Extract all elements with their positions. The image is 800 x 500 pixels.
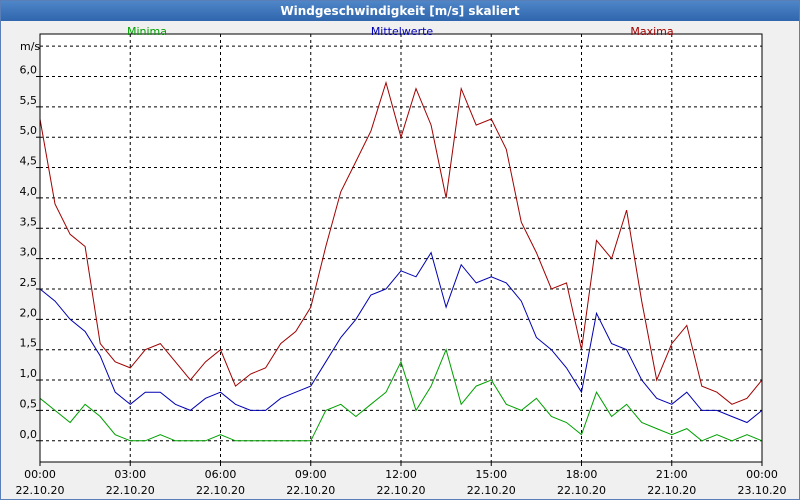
y-tick-label: 3,5: [20, 215, 38, 228]
x-tick-time: 06:00: [205, 468, 237, 481]
data-series: [39, 80, 763, 442]
y-tick-label: 0,0: [20, 428, 38, 441]
y-axis-ticks: 0,0 0,5 1,0 1,5 2,0 2,5 3,0 3,5 4,0 4,5 5,0 5,5 6,0: [20, 63, 40, 442]
series-line-minima: [39, 348, 763, 442]
x-tick-time: 18:00: [566, 468, 598, 481]
y-tick-label: 0,5: [20, 397, 38, 410]
x-tick-time: 15:00: [475, 468, 507, 481]
y-tick-label: 6,0: [20, 63, 38, 76]
x-tick-date: 22.10.20: [286, 484, 335, 497]
x-tick-date: 22.10.20: [16, 484, 65, 497]
legend-maxima: Maxima: [630, 25, 673, 38]
y-tick-label: 2,0: [20, 306, 38, 319]
x-tick-date: 22.10.20: [647, 484, 696, 497]
y-axis-label: m/s: [20, 40, 40, 53]
series-line-mittelwerte: [39, 251, 763, 424]
x-tick-time: 00:00: [746, 468, 778, 481]
x-tick-time: 21:00: [656, 468, 688, 481]
grid-lines: [40, 34, 762, 462]
y-tick-label: 4,0: [20, 185, 38, 198]
series-line-maxima: [39, 80, 763, 405]
x-tick-date: 22.10.20: [467, 484, 516, 497]
x-tick-time: 00:00: [24, 468, 56, 481]
y-tick-label: 3,0: [20, 246, 38, 259]
x-tick-time: 09:00: [295, 468, 327, 481]
x-tick-date: 22.10.20: [557, 484, 606, 497]
x-axis-ticks: 00:00 22.10.20 03:00 22.10.20 06:00 22.10.20 0…: [16, 462, 787, 497]
y-tick-label: 2,5: [20, 276, 38, 289]
x-tick-time: 03:00: [114, 468, 146, 481]
x-tick-date: 23.10.20: [738, 484, 787, 497]
x-tick-date: 22.10.20: [106, 484, 155, 497]
chart-title: Windgeschwindigkeit [m/s] skaliert: [1, 1, 799, 21]
y-tick-label: 1,5: [20, 337, 38, 350]
y-tick-label: 5,5: [20, 94, 38, 107]
legend-mittelwerte: Mittelwerte: [371, 25, 434, 38]
x-tick-date: 22.10.20: [196, 484, 245, 497]
y-tick-label: 1,0: [20, 367, 38, 380]
legend-minima: Minima: [127, 25, 167, 38]
y-tick-label: 4,5: [20, 155, 38, 168]
y-tick-label: 5,0: [20, 124, 38, 137]
x-tick-time: 12:00: [385, 468, 417, 481]
plot-area: [40, 34, 762, 462]
x-tick-date: 22.10.20: [377, 484, 426, 497]
